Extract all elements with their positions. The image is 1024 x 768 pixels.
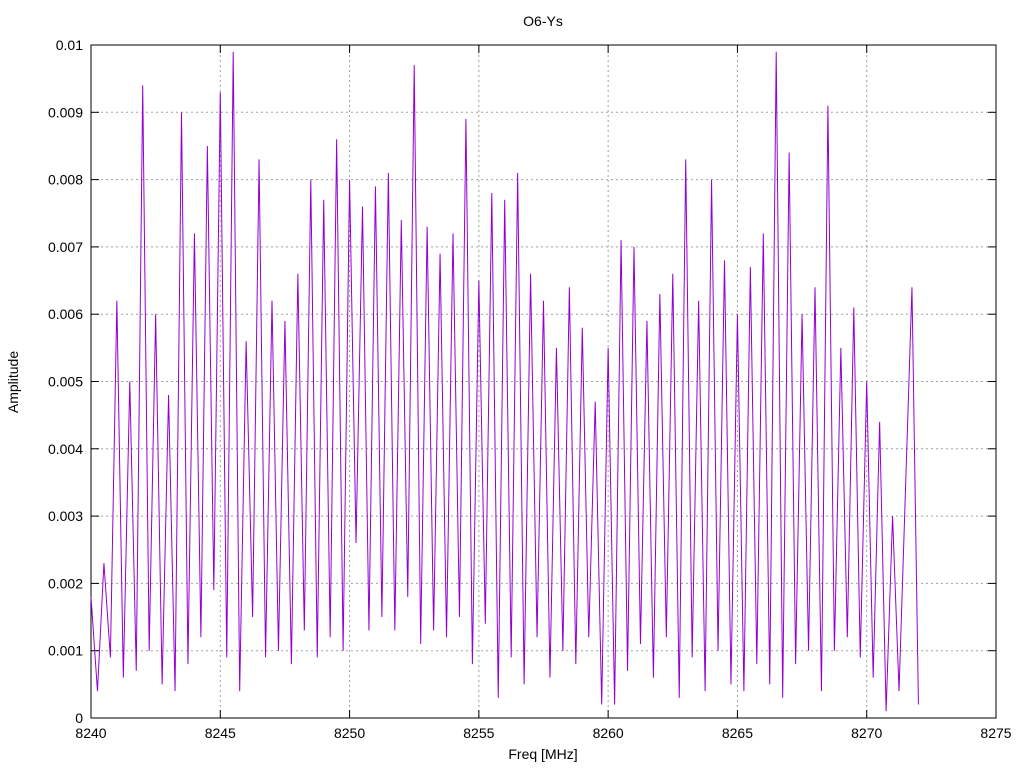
y-tick-label: 0.001 xyxy=(48,643,83,659)
y-tick-label: 0.01 xyxy=(56,37,83,53)
y-tick-label: 0.002 xyxy=(48,575,83,591)
x-tick-label: 8275 xyxy=(980,725,1011,741)
y-axis-label: Amplitude xyxy=(5,351,21,413)
y-tick-label: 0.008 xyxy=(48,172,83,188)
x-tick-label: 8265 xyxy=(722,725,753,741)
y-tick-label: 0.005 xyxy=(48,374,83,390)
y-tick-label: 0.007 xyxy=(48,239,83,255)
x-tick-label: 8260 xyxy=(593,725,624,741)
x-tick-label: 8255 xyxy=(463,725,494,741)
x-tick-label: 8250 xyxy=(334,725,365,741)
y-tick-label: 0.004 xyxy=(48,441,83,457)
y-tick-label: 0.003 xyxy=(48,508,83,524)
x-axis-label: Freq [MHz] xyxy=(508,746,577,762)
x-tick-label: 8240 xyxy=(75,725,106,741)
data-line xyxy=(90,51,919,712)
y-tick-label: 0 xyxy=(75,710,83,726)
y-tick-label: 0.009 xyxy=(48,104,83,120)
x-tick-label: 8270 xyxy=(851,725,882,741)
plot-border xyxy=(90,44,997,719)
x-tick-label: 8245 xyxy=(205,725,236,741)
y-tick-label: 0.006 xyxy=(48,306,83,322)
chart-title: O6-Ys xyxy=(523,13,563,29)
